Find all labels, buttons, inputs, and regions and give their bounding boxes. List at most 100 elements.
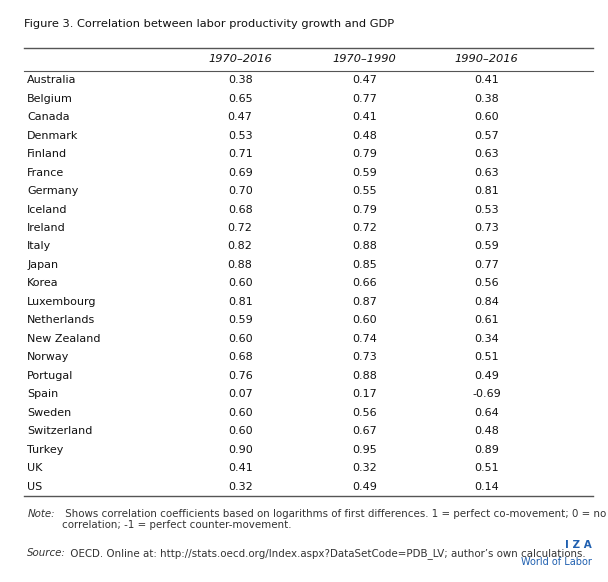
Text: 0.49: 0.49 [474, 371, 499, 381]
Text: Canada: Canada [27, 112, 70, 122]
Text: 0.32: 0.32 [353, 463, 377, 473]
Text: 1970–1990: 1970–1990 [333, 54, 396, 65]
Text: 0.71: 0.71 [228, 149, 252, 159]
Text: Netherlands: Netherlands [27, 315, 95, 325]
Text: 0.81: 0.81 [228, 297, 252, 307]
Text: 0.61: 0.61 [474, 315, 499, 325]
Text: UK: UK [27, 463, 43, 473]
Text: 0.32: 0.32 [228, 482, 252, 492]
Text: 0.41: 0.41 [353, 112, 377, 122]
Text: Luxembourg: Luxembourg [27, 297, 97, 307]
Text: Portugal: Portugal [27, 371, 74, 381]
Text: Denmark: Denmark [27, 130, 78, 141]
Text: Ireland: Ireland [27, 223, 66, 233]
Text: Japan: Japan [27, 260, 58, 270]
Text: US: US [27, 482, 43, 492]
Text: Spain: Spain [27, 389, 58, 399]
Text: 0.87: 0.87 [353, 297, 377, 307]
Text: Belgium: Belgium [27, 94, 73, 104]
Text: 0.66: 0.66 [353, 278, 377, 289]
Text: 0.68: 0.68 [228, 352, 252, 363]
Text: World of Labor: World of Labor [520, 558, 592, 567]
Text: 0.57: 0.57 [474, 130, 499, 141]
Text: 1970–2016: 1970–2016 [209, 54, 272, 65]
Text: 0.88: 0.88 [353, 242, 377, 251]
Text: 0.77: 0.77 [353, 94, 377, 104]
Text: -0.69: -0.69 [472, 389, 501, 399]
Text: 0.51: 0.51 [474, 352, 499, 363]
Text: Finland: Finland [27, 149, 67, 159]
Text: 0.77: 0.77 [474, 260, 499, 270]
Text: 0.59: 0.59 [353, 168, 377, 178]
Text: 0.55: 0.55 [353, 186, 377, 196]
Text: 0.95: 0.95 [353, 445, 377, 455]
Text: 0.88: 0.88 [353, 371, 377, 381]
Text: 0.72: 0.72 [228, 223, 252, 233]
Text: 0.47: 0.47 [228, 112, 252, 122]
Text: 0.59: 0.59 [228, 315, 252, 325]
Text: 0.72: 0.72 [353, 223, 377, 233]
Text: 0.48: 0.48 [353, 130, 377, 141]
Text: 0.38: 0.38 [228, 75, 252, 85]
Text: 0.17: 0.17 [353, 389, 377, 399]
Text: 0.67: 0.67 [353, 426, 377, 436]
Text: 0.41: 0.41 [474, 75, 499, 85]
Text: 0.48: 0.48 [474, 426, 499, 436]
Text: 0.84: 0.84 [474, 297, 499, 307]
Text: France: France [27, 168, 64, 178]
Text: 0.79: 0.79 [353, 204, 377, 215]
Text: 0.51: 0.51 [474, 463, 499, 473]
Text: 0.90: 0.90 [228, 445, 252, 455]
Text: 0.65: 0.65 [228, 94, 252, 104]
Text: 0.53: 0.53 [474, 204, 499, 215]
Text: 1990–2016: 1990–2016 [455, 54, 518, 65]
Text: 0.60: 0.60 [474, 112, 499, 122]
Text: Turkey: Turkey [27, 445, 64, 455]
Text: Source:: Source: [27, 548, 66, 558]
Text: Norway: Norway [27, 352, 70, 363]
Text: Australia: Australia [27, 75, 77, 85]
Text: 0.60: 0.60 [228, 278, 252, 289]
Text: Korea: Korea [27, 278, 59, 289]
Text: 0.88: 0.88 [228, 260, 252, 270]
Text: 0.70: 0.70 [228, 186, 252, 196]
Text: 0.69: 0.69 [228, 168, 252, 178]
Text: New Zealand: New Zealand [27, 334, 101, 344]
Text: Switzerland: Switzerland [27, 426, 93, 436]
Text: Figure 3. Correlation between labor productivity growth and GDP: Figure 3. Correlation between labor prod… [24, 19, 395, 29]
Text: 0.63: 0.63 [474, 168, 499, 178]
Text: 0.82: 0.82 [228, 242, 252, 251]
Text: 0.53: 0.53 [228, 130, 252, 141]
Text: 0.85: 0.85 [353, 260, 377, 270]
Text: Sweden: Sweden [27, 408, 72, 418]
Text: 0.38: 0.38 [474, 94, 499, 104]
Text: 0.59: 0.59 [474, 242, 499, 251]
Text: 0.73: 0.73 [353, 352, 377, 363]
Text: 0.41: 0.41 [228, 463, 252, 473]
Text: 0.60: 0.60 [228, 334, 252, 344]
Text: I Z A: I Z A [565, 540, 592, 550]
Text: 0.89: 0.89 [474, 445, 499, 455]
Text: 0.34: 0.34 [474, 334, 499, 344]
Text: 0.47: 0.47 [353, 75, 377, 85]
Text: 0.56: 0.56 [353, 408, 377, 418]
Text: 0.60: 0.60 [353, 315, 377, 325]
Text: 0.74: 0.74 [353, 334, 377, 344]
Text: 0.63: 0.63 [474, 149, 499, 159]
Text: 0.56: 0.56 [474, 278, 499, 289]
Text: 0.68: 0.68 [228, 204, 252, 215]
Text: 0.73: 0.73 [474, 223, 499, 233]
Text: Iceland: Iceland [27, 204, 68, 215]
Text: Germany: Germany [27, 186, 78, 196]
Text: 0.60: 0.60 [228, 408, 252, 418]
Text: Note:: Note: [27, 509, 55, 519]
Text: 0.49: 0.49 [353, 482, 377, 492]
Text: 0.64: 0.64 [474, 408, 499, 418]
Text: OECD. Online at: http://stats.oecd.org/Index.aspx?DataSetCode=PDB_LV; author’s o: OECD. Online at: http://stats.oecd.org/I… [67, 548, 586, 559]
Text: 0.79: 0.79 [353, 149, 377, 159]
Text: Italy: Italy [27, 242, 52, 251]
Text: 0.76: 0.76 [228, 371, 252, 381]
Text: 0.14: 0.14 [474, 482, 499, 492]
Text: 0.60: 0.60 [228, 426, 252, 436]
Text: Shows correlation coefficients based on logarithms of first differences. 1 = per: Shows correlation coefficients based on … [62, 509, 606, 530]
